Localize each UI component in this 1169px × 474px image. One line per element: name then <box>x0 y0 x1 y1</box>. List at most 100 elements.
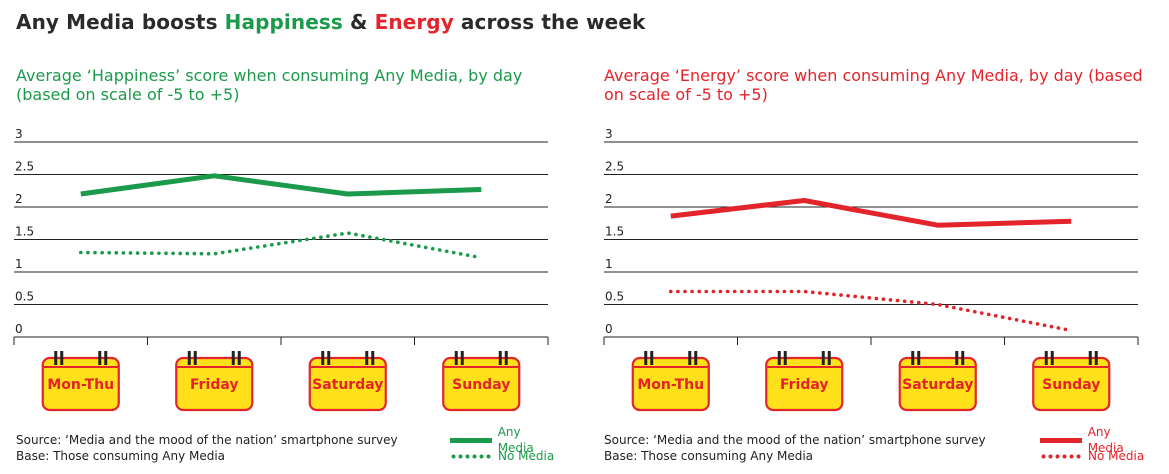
calendar-body <box>308 356 387 412</box>
calendar-ring <box>321 351 325 365</box>
y-tick-label: 2 <box>605 192 613 206</box>
x-category-calendar: Saturday <box>308 351 387 412</box>
x-category-calendar: Mon-Thu <box>41 351 120 412</box>
legend-label: Any Media <box>497 425 534 455</box>
calendar-ring <box>98 351 102 365</box>
base-text: Base: Those consuming Any Media <box>604 449 814 463</box>
calendar-body <box>1032 356 1111 412</box>
y-tick-label: 2.5 <box>605 160 624 174</box>
y-tick-label: 1.5 <box>15 225 34 239</box>
calendar-ring <box>460 351 464 365</box>
source-text: Source: ‘Media and the mood of the natio… <box>16 433 398 447</box>
y-tick-label: 3 <box>605 127 613 141</box>
legend-solid-swatch <box>1040 435 1082 445</box>
calendar-ring <box>193 351 197 365</box>
happiness-source-note: Source: ‘Media and the mood of the natio… <box>16 432 398 464</box>
happiness-panel: Average ‘Happiness’ score when consuming… <box>0 0 560 474</box>
energy-source-note: Source: ‘Media and the mood of the natio… <box>604 432 986 464</box>
calendar-ring <box>783 351 787 365</box>
calendar-ring <box>365 351 369 365</box>
main-title-happiness: Happiness <box>224 10 343 34</box>
calendar-ring <box>821 351 825 365</box>
happiness-legend: Any Media No Media <box>450 425 560 464</box>
legend-label: Any Media <box>1087 425 1124 455</box>
legend-label: No Media <box>1088 449 1145 463</box>
happiness-chart-title: Average ‘Happiness’ score when consuming… <box>16 66 523 104</box>
main-title-energy: Energy <box>374 10 454 34</box>
legend-dotted-swatch <box>1040 451 1082 461</box>
calendar-ring <box>237 351 241 365</box>
y-tick-label: 0.5 <box>15 290 34 304</box>
x-category-calendar: Sunday <box>442 351 521 412</box>
main-title-middle: & <box>342 10 375 34</box>
y-tick-label: 0 <box>605 322 613 336</box>
energy-legend: Any Media No Media <box>1040 425 1150 464</box>
x-category-calendar: Sunday <box>1032 351 1111 412</box>
calendar-ring <box>911 351 915 365</box>
calendar-ring <box>961 351 965 365</box>
main-title-prefix: Any Media boosts <box>16 10 225 34</box>
y-tick-label: 3 <box>15 127 23 141</box>
calendar-ring <box>454 351 458 365</box>
legend-item-any-media: Any Media <box>450 425 560 455</box>
x-category-label: Friday <box>780 377 829 393</box>
y-tick-label: 1.5 <box>605 225 624 239</box>
y-tick-label: 0 <box>15 322 23 336</box>
calendar-body <box>765 356 844 412</box>
calendar-ring <box>104 351 108 365</box>
calendar-body <box>442 356 521 412</box>
y-tick-label: 0.5 <box>605 290 624 304</box>
calendar-body <box>175 356 254 412</box>
calendar-ring <box>371 351 375 365</box>
calendar-ring <box>1094 351 1098 365</box>
series-line-any-media <box>670 198 1072 228</box>
legend-item-no-media: No Media <box>1040 448 1150 464</box>
legend-item-any-media: Any Media <box>1040 425 1150 455</box>
calendar-ring <box>777 351 781 365</box>
y-tick-label: 1 <box>605 257 613 271</box>
calendar-ring <box>1044 351 1048 365</box>
y-tick-label: 2.5 <box>15 160 34 174</box>
energy-chart: 0 0.5 1 1.5 2 2.5 3 Mon-Thu Friday Saturday Sunday <box>603 127 1139 412</box>
x-category-label: Saturday <box>312 377 383 393</box>
energy-panel: Average ‘Energy’ score when consuming An… <box>590 0 1150 474</box>
calendar-ring <box>694 351 698 365</box>
series-line-no-media <box>668 289 1074 333</box>
calendar-ring <box>955 351 959 365</box>
y-tick-label: 1 <box>15 257 23 271</box>
source-text: Source: ‘Media and the mood of the natio… <box>604 433 986 447</box>
calendar-ring <box>1050 351 1054 365</box>
legend-label: No Media <box>498 449 555 463</box>
main-title-suffix: across the week <box>453 10 646 34</box>
series-line-any-media <box>80 173 482 197</box>
y-tick-label: 2 <box>15 192 23 206</box>
legend-solid-swatch <box>450 435 492 445</box>
main-title: Any Media boosts Happiness & Energy acro… <box>16 10 645 34</box>
series-line-no-media <box>78 231 484 260</box>
calendar-ring <box>498 351 502 365</box>
x-category-calendar: Saturday <box>898 351 977 412</box>
x-category-label: Mon-Thu <box>47 377 114 393</box>
x-category-label: Sunday <box>1042 377 1100 393</box>
calendar-ring <box>688 351 692 365</box>
calendar-body <box>631 356 710 412</box>
happiness-chart: 0 0.5 1 1.5 2 2.5 3 Mon-Thu Friday Saturday Sunday <box>13 127 549 412</box>
calendar-ring <box>54 351 58 365</box>
x-category-label: Sunday <box>452 377 510 393</box>
legend-item-no-media: No Media <box>450 448 560 464</box>
base-text: Base: Those consuming Any Media <box>16 449 226 463</box>
x-category-calendar: Friday <box>175 351 254 412</box>
calendar-ring <box>231 351 235 365</box>
x-category-calendar: Friday <box>765 351 844 412</box>
calendar-body <box>41 356 120 412</box>
calendar-ring <box>644 351 648 365</box>
x-category-label: Saturday <box>902 377 973 393</box>
calendar-ring <box>650 351 654 365</box>
calendar-ring <box>60 351 64 365</box>
x-category-label: Mon-Thu <box>637 377 704 393</box>
calendar-body <box>898 356 977 412</box>
energy-chart-title: Average ‘Energy’ score when consuming An… <box>604 66 1143 104</box>
calendar-ring <box>504 351 508 365</box>
x-category-label: Friday <box>190 377 239 393</box>
calendar-ring <box>327 351 331 365</box>
